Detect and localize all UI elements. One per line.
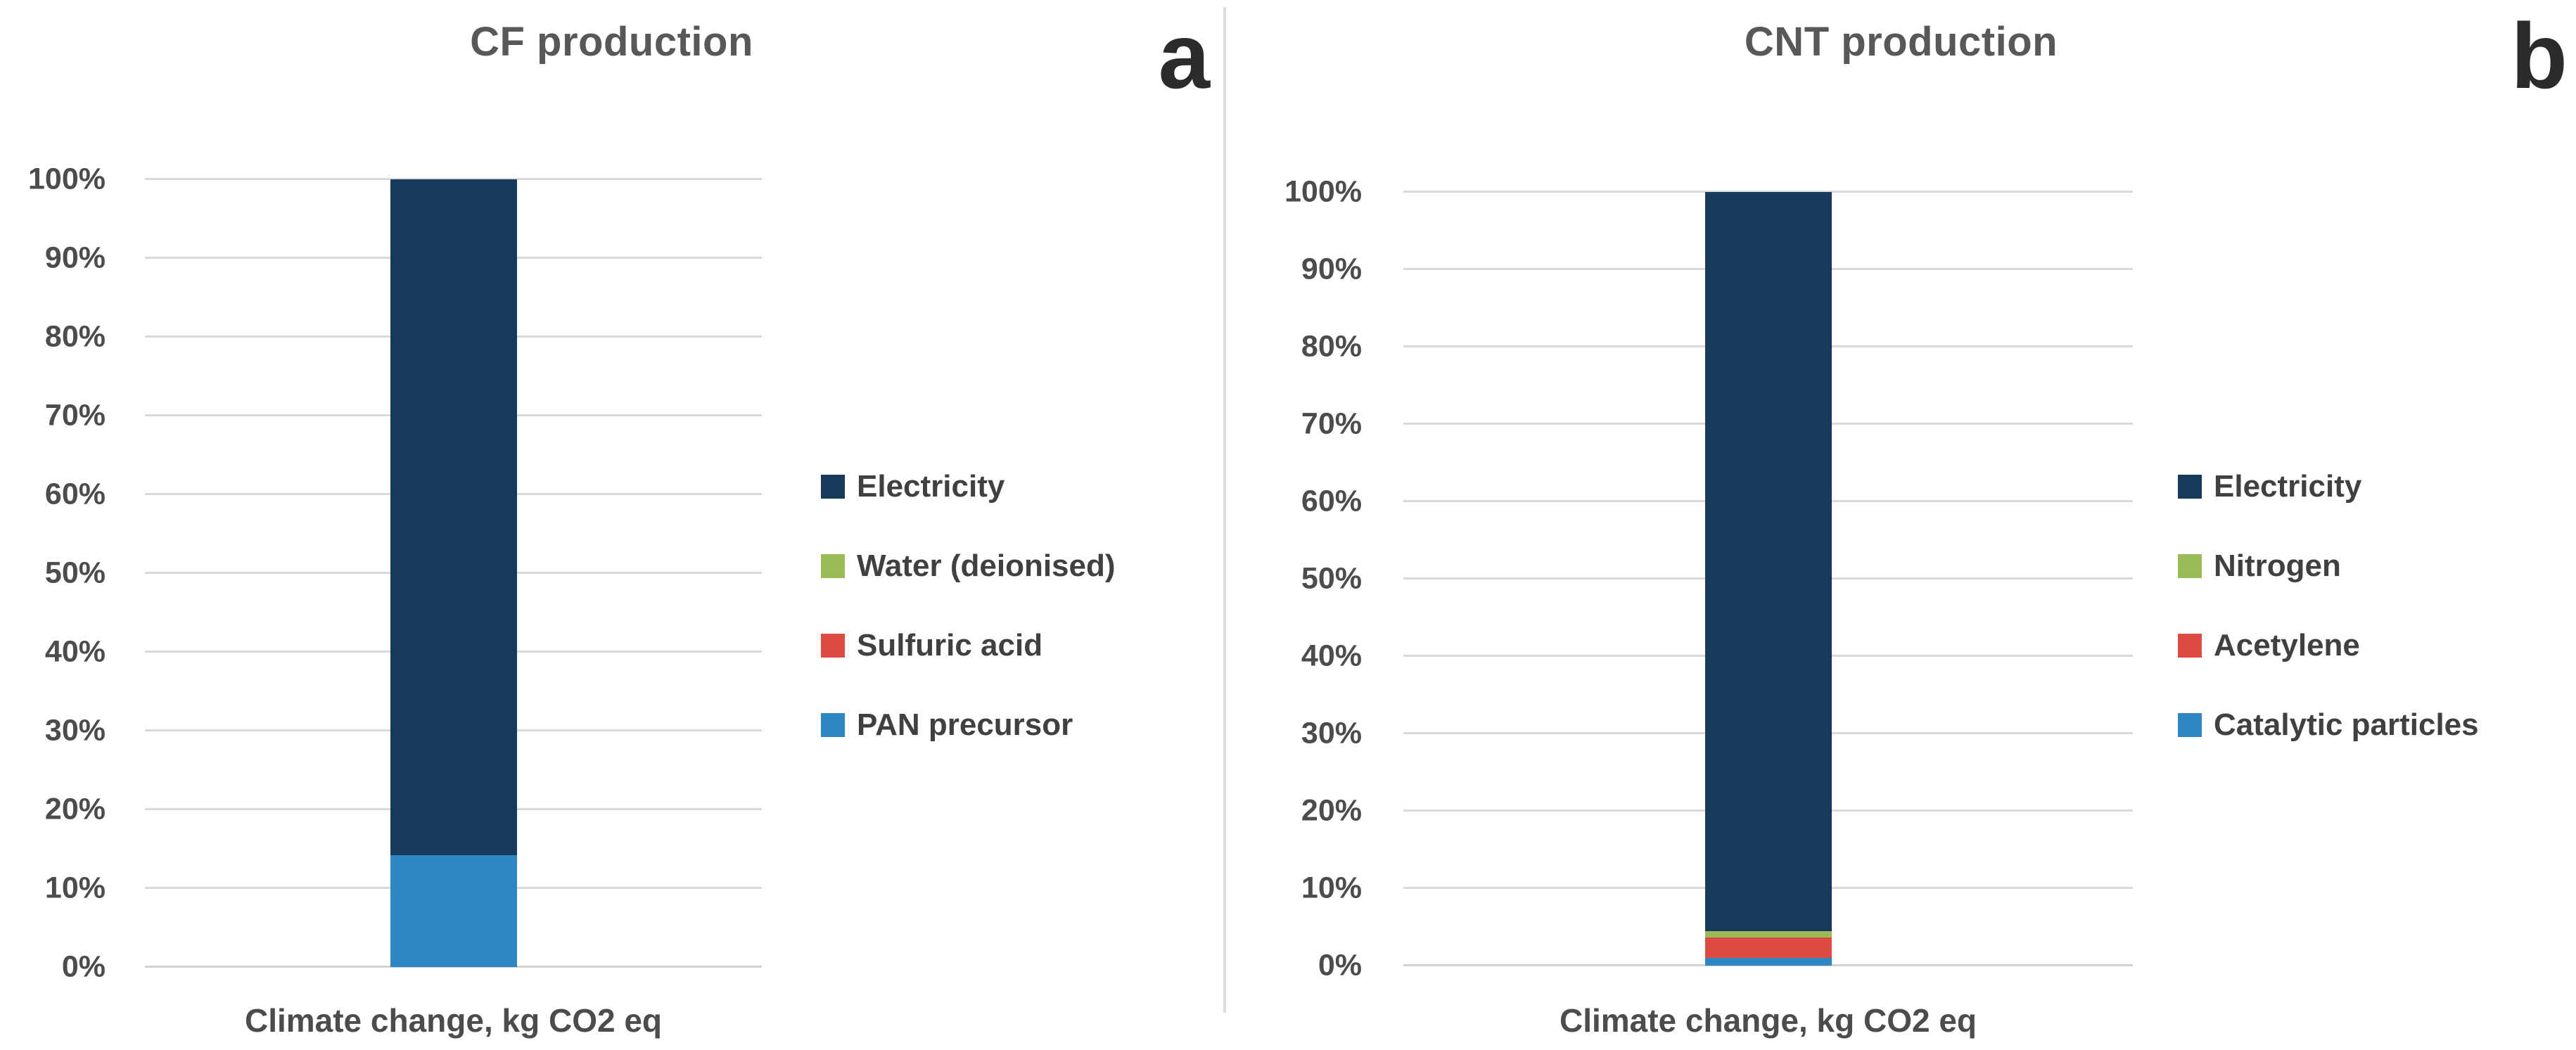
bar-segment-pan-precursor <box>390 854 517 967</box>
y-tick-label: 50% <box>44 556 106 590</box>
panel-cf-production: CF production a 0% 10% 20% 30% 40% 50% 60% 70% 8… <box>0 0 1223 1050</box>
legend-label: Electricity <box>2214 469 2362 504</box>
y-tick-label: 80% <box>1301 329 1362 364</box>
y-tick-label: 30% <box>44 713 106 748</box>
legend: Electricity Nitrogen Acetylene Catalytic… <box>2178 470 2479 742</box>
bar-segment-nitrogen <box>1704 930 1832 938</box>
y-tick-label: 20% <box>1301 793 1362 828</box>
plot-area <box>1403 191 2133 966</box>
x-axis-title: Climate change, kg CO2 eq <box>1559 1002 1977 1039</box>
panel-letter-a: a <box>1158 4 1210 108</box>
legend-label: Catalytic particles <box>2214 708 2479 742</box>
legend-item: Sulfuric acid <box>821 629 1116 662</box>
legend-label: Sulfuric acid <box>857 628 1043 662</box>
y-tick-label: 100% <box>28 162 106 196</box>
legend-label: PAN precursor <box>857 708 1073 742</box>
bar-segment-electricity <box>1704 192 1832 931</box>
plot-area <box>145 178 762 968</box>
gridline <box>145 178 762 180</box>
legend-item: Electricity <box>821 470 1116 504</box>
panel-cnt-production: CNT production b 0% 10% 20% 30% 40% 50% 60% 70%… <box>1226 0 2576 1050</box>
chart-title: CNT production <box>1744 19 2058 65</box>
panel-letter-b: b <box>2511 4 2568 108</box>
stacked-bar <box>390 179 517 967</box>
y-tick-label: 40% <box>44 634 106 669</box>
y-tick-label: 100% <box>1284 174 1362 209</box>
legend-label: Water (deionised) <box>857 549 1116 583</box>
legend-swatch-pan-precursor <box>821 713 845 737</box>
legend-label: Acetylene <box>2214 628 2360 662</box>
legend-swatch-nitrogen <box>2178 554 2202 578</box>
bar-segment-electricity <box>390 179 517 855</box>
bar-segment-acetylene <box>1704 937 1832 958</box>
y-tick-label: 30% <box>1301 716 1362 750</box>
y-tick-label: 0% <box>1318 948 1362 982</box>
y-tick-label: 10% <box>1301 871 1362 905</box>
legend-swatch-water-deionised <box>821 554 845 578</box>
gridline <box>1403 191 2133 193</box>
legend-label: Nitrogen <box>2214 549 2341 583</box>
y-tick-label: 50% <box>1301 561 1362 596</box>
y-tick-label: 90% <box>44 241 106 275</box>
stacked-bar <box>1704 192 1832 966</box>
y-axis-tick-labels: 0% 10% 20% 30% 40% 50% 60% 70% 80% 90% 100% <box>0 164 145 982</box>
y-tick-label: 20% <box>44 792 106 826</box>
legend: Electricity Water (deionised) Sulfuric a… <box>821 470 1116 742</box>
legend-item: Catalytic particles <box>2178 708 2479 742</box>
legend-swatch-sulfuric-acid <box>821 634 845 658</box>
y-tick-label: 70% <box>1301 406 1362 441</box>
y-tick-label: 80% <box>44 319 106 354</box>
y-tick-label: 60% <box>1301 484 1362 518</box>
y-tick-label: 10% <box>44 871 106 905</box>
legend-item: Water (deionised) <box>821 549 1116 583</box>
panel-divider <box>1223 7 1226 1013</box>
legend-swatch-catalytic-particles <box>2178 713 2202 737</box>
bar-segment-catalytic-particles <box>1704 958 1832 966</box>
y-axis-tick-labels: 0% 10% 20% 30% 40% 50% 60% 70% 80% 90% 100% <box>1226 177 1403 980</box>
legend-swatch-electricity <box>821 475 845 499</box>
y-tick-label: 0% <box>61 949 106 984</box>
legend-item: Electricity <box>2178 470 2479 504</box>
y-tick-label: 60% <box>44 477 106 511</box>
legend-swatch-electricity <box>2178 475 2202 499</box>
chart-title: CF production <box>470 19 753 65</box>
legend-label: Electricity <box>857 469 1005 504</box>
legend-swatch-acetylene <box>2178 634 2202 658</box>
legend-item: Acetylene <box>2178 629 2479 662</box>
y-tick-label: 70% <box>44 398 106 433</box>
legend-item: Nitrogen <box>2178 549 2479 583</box>
y-tick-label: 40% <box>1301 639 1362 673</box>
x-axis-title: Climate change, kg CO2 eq <box>244 1002 663 1039</box>
y-tick-label: 90% <box>1301 252 1362 286</box>
legend-item: PAN precursor <box>821 708 1116 742</box>
